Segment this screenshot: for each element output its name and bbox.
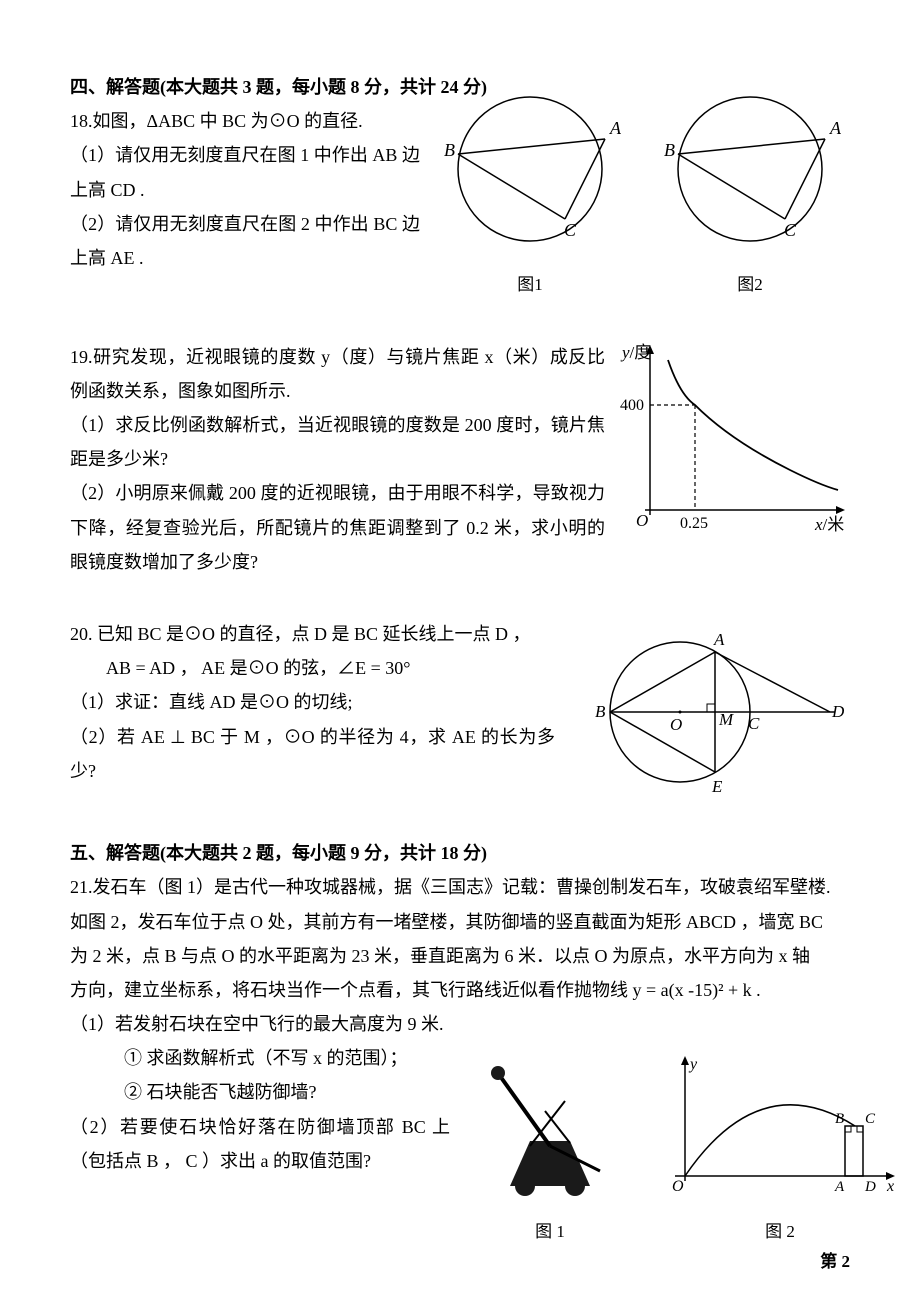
q21-l1: 21.发石车（图 1）是古代一种攻城器械，据《三国志》记载：曹操创制发石车，攻破…: [70, 870, 850, 904]
question-20: A B C D E O M 20. 已知 BC 是⊙O 的直径，点 D 是 BC…: [70, 617, 850, 788]
q20-figure: A B C D E O M: [570, 617, 850, 818]
ytick: 400: [620, 397, 644, 414]
question-18: 18.如图，ΔABC 中 BC 为⊙O 的直径. （1）请仅用无刻度直尺在图 1…: [70, 104, 850, 301]
section5-title: 五、解答题(本大题共 2 题，每小题 9 分，共计 18 分): [70, 843, 487, 863]
q21-l3: 为 2 米，点 B 与点 O 的水平距离为 23 米，垂直距离为 6 米．以点 …: [70, 939, 850, 973]
section5-header: 五、解答题(本大题共 2 题，每小题 9 分，共计 18 分): [70, 836, 850, 870]
label-A: A: [609, 118, 622, 138]
q18-fig2-svg: A B C: [650, 84, 850, 254]
q21-p1: （1）若发射石块在空中飞行的最大高度为 9 米.: [70, 1007, 850, 1041]
lA: A: [834, 1179, 845, 1195]
q21-figures: 图 1 y O: [470, 1051, 900, 1248]
lB: B: [595, 702, 606, 721]
q18-p2: （2）请仅用无刻度直尺在图 2 中作出 BC 边上高 AE .: [70, 207, 420, 275]
xtick: 0.25: [680, 515, 708, 532]
q18-fig1-svg: A B C: [430, 84, 630, 254]
q21-l2: 如图 2，发石车位于点 O 处，其前方有一堵壁楼，其防御墙的竖直截面为矩形 AB…: [70, 905, 850, 939]
ly: y: [688, 1056, 698, 1073]
lB: B: [835, 1111, 844, 1127]
lD: D: [864, 1179, 876, 1195]
question-21: 21.发石车（图 1）是古代一种攻城器械，据《三国志》记载：曹操创制发石车，攻破…: [70, 870, 850, 1248]
lM: M: [718, 710, 734, 729]
q20-fig-svg: A B C D E O M: [570, 617, 850, 807]
q21-p2: （2）若要使石块恰好落在防御墙顶部 BC 上（包括点 B ， C ）求出 a 的…: [70, 1110, 450, 1178]
q21-fig2-label: 图 2: [660, 1216, 900, 1248]
question-19: 400 0.25 O y/度 x/米 19.研究发现，近视眼镜的度数 y（度）与…: [70, 340, 850, 579]
q18-fig2-label: 图2: [650, 269, 850, 301]
label-C: C: [564, 220, 577, 240]
q18-stem: 18.如图，ΔABC 中 BC 为⊙O 的直径.: [70, 104, 420, 138]
q21-p1a: ① 求函数解析式（不写 x 的范围）；: [124, 1041, 450, 1075]
q21-l4: 方向，建立坐标系，将石块当作一个点看，其飞行路线近似看作抛物线 y = a(x …: [70, 973, 850, 1007]
lD: D: [831, 702, 845, 721]
label-B: B: [664, 140, 675, 160]
lx: x: [886, 1178, 894, 1195]
label-A: A: [829, 118, 842, 138]
lC: C: [748, 714, 760, 733]
lA: A: [713, 630, 725, 649]
ylabel: y/度: [620, 343, 651, 362]
q21-p1b: ② 石块能否飞越防御墙?: [124, 1075, 450, 1109]
q18-p1: （1）请仅用无刻度直尺在图 1 中作出 AB 边上高 CD .: [70, 138, 420, 206]
label-C: C: [784, 220, 797, 240]
q18-figures: A B C 图1 A B C 图2: [430, 84, 850, 301]
q21-fig1-label: 图 1: [470, 1216, 630, 1248]
lE: E: [711, 777, 723, 796]
xlabel: x/米: [814, 515, 844, 534]
lC: C: [865, 1111, 876, 1127]
page-footer: 第 2: [820, 1246, 850, 1278]
q19-chart: 400 0.25 O y/度 x/米: [620, 340, 850, 551]
lO: O: [672, 1178, 684, 1195]
q21-fig2-svg: y O x B C A D: [660, 1051, 900, 1201]
q21-fig1-svg: [470, 1051, 630, 1201]
q18-fig1-label: 图1: [430, 269, 630, 301]
label-B: B: [444, 140, 455, 160]
section4-title: 四、解答题(本大题共 3 题，每小题 8 分，共计 24 分): [70, 77, 487, 97]
lO: O: [670, 715, 682, 734]
q19-chart-svg: 400 0.25 O y/度 x/米: [620, 340, 850, 540]
origin: O: [636, 511, 648, 530]
